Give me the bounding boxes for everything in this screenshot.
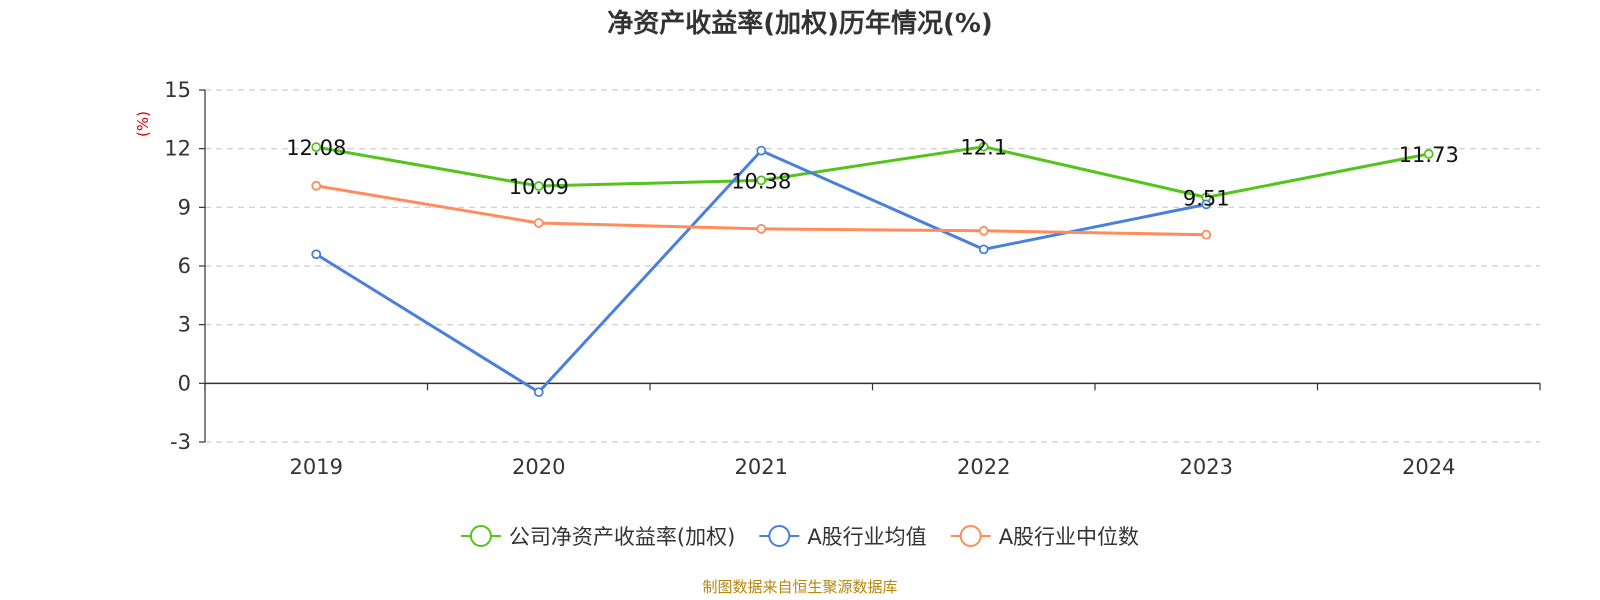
legend-marker bbox=[768, 525, 791, 547]
data-point[interactable] bbox=[756, 175, 767, 186]
chart-title: 净资产收益率(加权)历年情况(%) bbox=[607, 8, 993, 39]
data-label: 10.38 bbox=[731, 169, 791, 193]
y-tick-label: 6 bbox=[178, 254, 191, 278]
data-label: 10.09 bbox=[509, 175, 569, 199]
data-point[interactable] bbox=[978, 141, 989, 152]
data-point[interactable] bbox=[311, 249, 322, 260]
data-label: 12.1 bbox=[960, 136, 1007, 160]
legend-item-1[interactable]: 公司净资产收益率(加权) bbox=[460, 525, 735, 549]
data-point[interactable] bbox=[311, 142, 322, 153]
data-point[interactable] bbox=[978, 225, 989, 236]
legend-marker bbox=[469, 525, 492, 547]
data-point[interactable] bbox=[1201, 199, 1212, 210]
data-label: 9.51 bbox=[1183, 186, 1230, 210]
legend-label: A股行业均值 bbox=[807, 525, 926, 549]
x-tick-label: 2021 bbox=[735, 455, 788, 479]
legend-item-2[interactable]: A股行业均值 bbox=[759, 525, 927, 549]
legend-label: 公司净资产收益率(加权) bbox=[509, 525, 735, 549]
data-point[interactable] bbox=[533, 181, 544, 191]
x-tick-label: 2022 bbox=[957, 455, 1010, 479]
data-labels: 12.08 10.09 10.38 12.1 9.51 11.73 bbox=[286, 136, 1459, 211]
y-axis-unit-label: (%) bbox=[134, 111, 152, 137]
x-tick-label: 2019 bbox=[290, 455, 343, 479]
legend[interactable]: 公司净资产收益率(加权) A股行业均值 A股行业中位数 bbox=[460, 525, 1139, 549]
data-point[interactable] bbox=[756, 145, 767, 156]
y-tick-label: 9 bbox=[178, 195, 191, 219]
y-tick-label: 15 bbox=[164, 78, 191, 102]
data-point[interactable] bbox=[1423, 149, 1434, 159]
y-tick-label: 12 bbox=[164, 137, 191, 161]
legend-item-3[interactable]: A股行业中位数 bbox=[950, 525, 1139, 549]
x-tick-label: 2020 bbox=[512, 455, 565, 479]
source-note: 制图数据来自恒生聚源数据库 bbox=[702, 578, 897, 596]
y-tick-label: -3 bbox=[170, 430, 191, 454]
data-point[interactable] bbox=[756, 223, 767, 234]
legend-label: A股行业中位数 bbox=[999, 525, 1139, 549]
y-tick-label: 3 bbox=[178, 313, 191, 337]
x-tick-label: 2024 bbox=[1402, 455, 1455, 479]
series-lines bbox=[311, 141, 1434, 398]
data-label: 11.73 bbox=[1399, 143, 1459, 167]
data-point[interactable] bbox=[1201, 229, 1212, 240]
data-point[interactable] bbox=[533, 218, 544, 228]
data-label: 12.08 bbox=[286, 136, 346, 160]
data-point[interactable] bbox=[533, 387, 544, 398]
y-tick-label: 0 bbox=[178, 371, 191, 395]
axes: -3 0 3 6 9 12 15 2019 2020 2021 2022 2023 2024 bbox=[164, 78, 1541, 479]
series-line-1 bbox=[315, 145, 1430, 199]
data-point[interactable] bbox=[311, 180, 322, 191]
x-tick-label: 2023 bbox=[1180, 455, 1233, 479]
legend-marker bbox=[959, 525, 982, 547]
data-point[interactable] bbox=[978, 244, 989, 255]
